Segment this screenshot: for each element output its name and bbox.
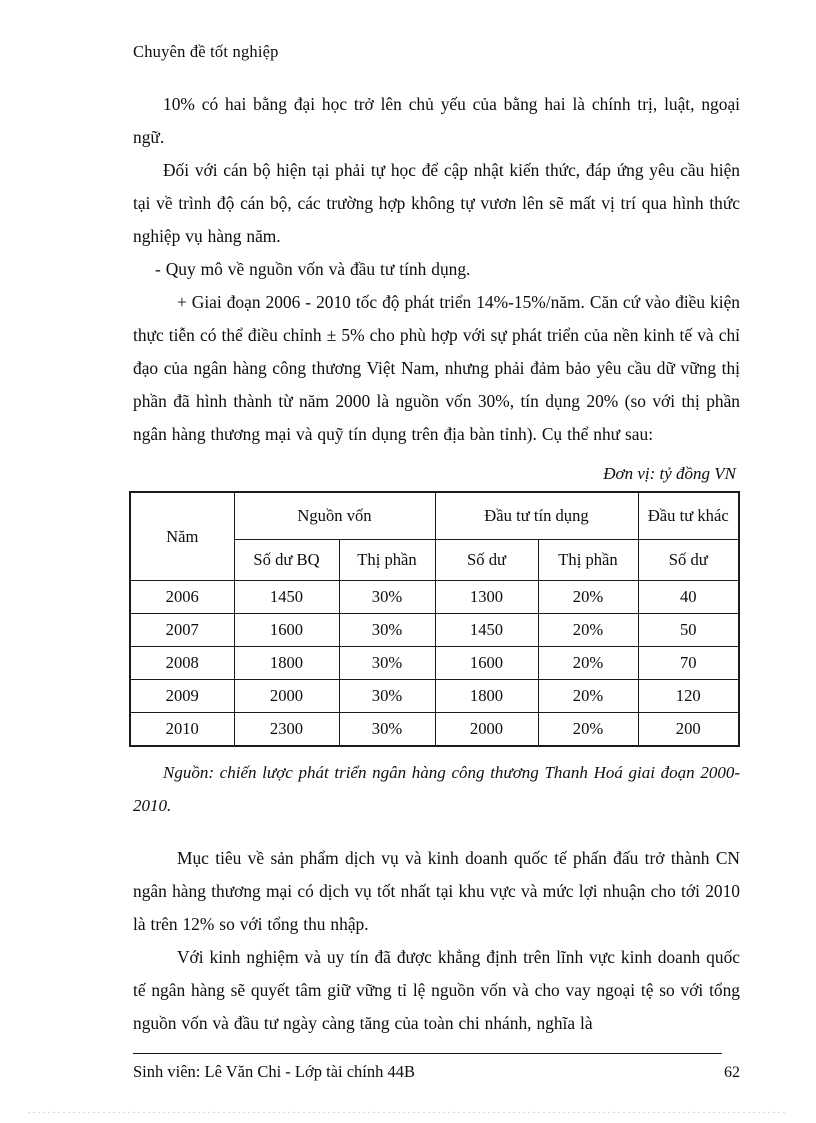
table-row: 2010 2300 30% 2000 20% 200 [129, 711, 740, 747]
header-capital-source: Nguồn vốn [233, 491, 436, 540]
table-source-note: Nguồn: chiến lược phát triển ngân hàng c… [133, 762, 740, 815]
cell-capital-share: 30% [338, 612, 436, 647]
cell-year: 2007 [129, 612, 235, 647]
table-row: 2006 1450 30% 1300 20% 40 [129, 579, 740, 614]
cell-other-balance: 70 [637, 645, 740, 680]
capital-plan-table: Năm Nguồn vốn Đầu tư tín dụng Đầu tư khá… [129, 490, 740, 747]
cell-year: 2006 [129, 579, 235, 614]
header-credit-share: Thị phần [537, 538, 639, 581]
header-credit-balance: Số dư [434, 538, 539, 581]
cell-credit-balance: 1600 [434, 645, 539, 680]
cell-other-balance: 200 [637, 711, 740, 747]
capital-plan-table-wrapper: Năm Nguồn vốn Đầu tư tín dụng Đầu tư khá… [129, 490, 740, 747]
header-other-balance: Số dư [637, 538, 740, 581]
table-header-row-top: Năm Nguồn vốn Đầu tư tín dụng Đầu tư khá… [129, 491, 740, 581]
cell-credit-balance: 1800 [434, 678, 539, 713]
cell-credit-balance: 1300 [434, 579, 539, 614]
cell-credit-share: 20% [537, 711, 639, 747]
table-body: 2006 1450 30% 1300 20% 40 2007 1600 30% … [129, 579, 740, 747]
paragraph-education-degrees: 10% có hai bằng đại học trở lên chủ yếu … [133, 93, 740, 147]
table-row: 2009 2000 30% 1800 20% 120 [129, 678, 740, 713]
cell-capital-balance: 1600 [233, 612, 340, 647]
cell-year: 2010 [129, 711, 235, 747]
cell-other-balance: 50 [637, 612, 740, 647]
cell-credit-share: 20% [537, 645, 639, 680]
cell-capital-balance: 2300 [233, 711, 340, 747]
cell-capital-balance: 1450 [233, 579, 340, 614]
header-capital-balance: Số dư BQ [233, 538, 340, 581]
table-header-row-sub: Số dư BQ Thị phần Số dư Thị phần Số dư [130, 538, 740, 581]
header-other-investment: Đầu tư khác [637, 491, 740, 540]
cell-credit-share: 20% [537, 612, 639, 647]
cell-credit-share: 20% [537, 579, 639, 614]
cell-capital-share: 30% [338, 678, 436, 713]
footer-row: Sinh viên: Lê Văn Chi - Lớp tài chính 44… [133, 1062, 740, 1082]
footer-student-line: Sinh viên: Lê Văn Chi - Lớp tài chính 44… [133, 1062, 416, 1081]
paragraph-international-business: Với kinh nghiệm và uy tín đã được khẳng … [133, 946, 740, 1033]
running-header: Chuyên đề tốt nghiệp [133, 42, 279, 61]
cell-capital-share: 30% [338, 645, 436, 680]
cell-credit-balance: 2000 [434, 711, 539, 747]
footer-divider [133, 1053, 722, 1054]
header-credit-investment: Đầu tư tín dụng [434, 491, 639, 540]
cell-other-balance: 120 [637, 678, 740, 713]
paragraph-capital-scope-bullet: - Quy mô về nguồn vốn và đầu tư tính dụn… [155, 258, 471, 279]
cell-credit-balance: 1450 [434, 612, 539, 647]
cell-year: 2008 [129, 645, 235, 680]
paragraph-growth-plan: + Giai đoạn 2006 - 2010 tốc độ phát triể… [133, 291, 740, 444]
table-row: 2007 1600 30% 1450 20% 50 [129, 612, 740, 647]
cell-capital-balance: 1800 [233, 645, 340, 680]
cell-capital-share: 30% [338, 579, 436, 614]
cell-capital-share: 30% [338, 711, 436, 747]
table-row: 2008 1800 30% 1600 20% 70 [129, 645, 740, 680]
cell-credit-share: 20% [537, 678, 639, 713]
paragraph-service-goals: Mục tiêu về sản phẩm dịch vụ và kinh doa… [133, 847, 740, 934]
paragraph-staff-training: Đối với cán bộ hiện tại phải tự học để c… [133, 159, 740, 246]
header-year: Năm [129, 491, 235, 581]
cell-other-balance: 40 [637, 579, 740, 614]
header-capital-share: Thị phần [338, 538, 436, 581]
cell-year: 2009 [129, 678, 235, 713]
page-content: Chuyên đề tốt nghiệp 10% có hai bằng đại… [129, 42, 740, 1040]
cell-capital-balance: 2000 [233, 678, 340, 713]
scan-artifact-line [28, 1112, 788, 1113]
page-number: 62 [724, 1064, 740, 1081]
table-unit-caption: Đơn vị: tỷ đồng VN [603, 463, 736, 483]
